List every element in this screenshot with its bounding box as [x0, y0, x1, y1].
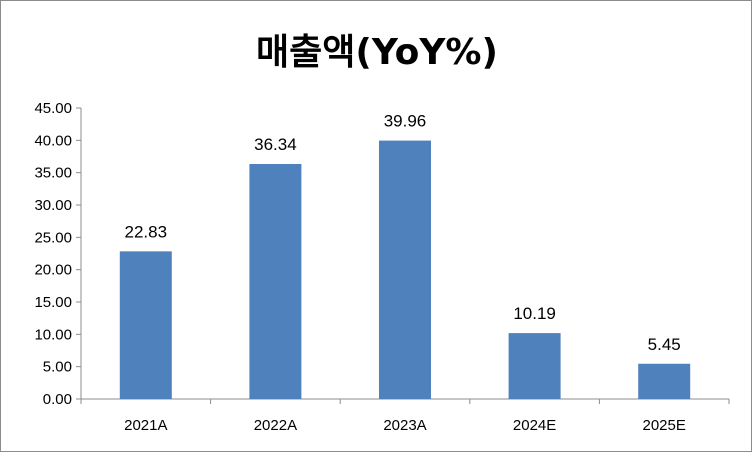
bar-2022A [249, 164, 302, 399]
bar-2024E [508, 333, 561, 399]
x-tick-label-2024E: 2024E [513, 417, 556, 434]
bar-2025E [638, 363, 691, 399]
y-tick-label: 15.00 [34, 294, 72, 311]
bar-2023A [379, 140, 431, 400]
y-tick-label: 35.00 [34, 165, 72, 182]
chart-title: 매출액(YoY%) [256, 32, 498, 73]
x-tick-label-2022A: 2022A [254, 417, 297, 434]
data-label-2024E: 10.19 [513, 304, 556, 323]
y-tick-label: 25.00 [34, 229, 72, 246]
data-label-2022A: 36.34 [254, 135, 297, 154]
y-tick-label: 10.00 [34, 326, 72, 343]
y-tick-label: 30.00 [34, 197, 72, 214]
x-tick-label-2025E: 2025E [643, 417, 686, 434]
y-tick-label: 45.00 [34, 100, 72, 117]
y-tick-label: 40.00 [34, 132, 72, 149]
y-tick-label: 20.00 [34, 262, 72, 279]
y-tick-label: 0.00 [43, 391, 72, 408]
data-label-2023A: 39.96 [384, 112, 427, 131]
data-label-2025E: 5.45 [648, 335, 681, 354]
x-tick-label-2023A: 2023A [383, 417, 426, 434]
data-label-2021A: 22.83 [125, 222, 168, 241]
y-tick-label: 5.00 [43, 359, 72, 376]
bar-2021A [119, 251, 172, 399]
x-tick-label-2021A: 2021A [124, 417, 167, 434]
